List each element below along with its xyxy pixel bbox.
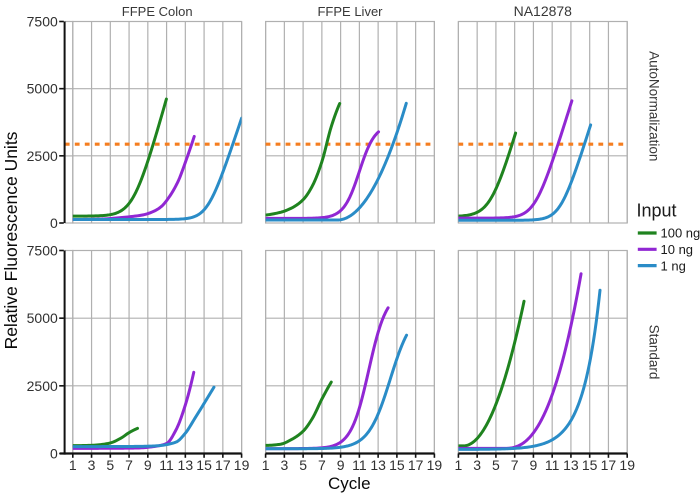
svg-text:1: 1 bbox=[262, 457, 270, 473]
svg-text:1: 1 bbox=[69, 457, 77, 473]
svg-text:3: 3 bbox=[473, 457, 481, 473]
svg-text:17: 17 bbox=[601, 457, 617, 473]
svg-text:11: 11 bbox=[545, 457, 560, 473]
svg-text:19: 19 bbox=[234, 457, 250, 473]
svg-text:15: 15 bbox=[582, 457, 598, 473]
svg-text:5: 5 bbox=[299, 457, 307, 473]
svg-text:13: 13 bbox=[563, 457, 579, 473]
svg-text:5000: 5000 bbox=[27, 81, 58, 97]
svg-text:15: 15 bbox=[196, 457, 212, 473]
svg-text:FFPE Colon: FFPE Colon bbox=[122, 4, 193, 19]
svg-text:1 ng: 1 ng bbox=[661, 258, 686, 273]
svg-text:AutoNormalization: AutoNormalization bbox=[647, 51, 662, 161]
svg-text:13: 13 bbox=[178, 457, 194, 473]
svg-text:19: 19 bbox=[427, 457, 443, 473]
svg-text:9: 9 bbox=[337, 457, 345, 473]
svg-text:7: 7 bbox=[125, 457, 133, 473]
svg-text:10 ng: 10 ng bbox=[661, 242, 694, 257]
svg-text:7: 7 bbox=[511, 457, 519, 473]
svg-text:2500: 2500 bbox=[27, 148, 58, 164]
svg-text:1: 1 bbox=[455, 457, 463, 473]
svg-text:17: 17 bbox=[408, 457, 424, 473]
svg-text:5: 5 bbox=[106, 457, 114, 473]
svg-text:0: 0 bbox=[50, 215, 58, 231]
svg-text:Input: Input bbox=[637, 201, 677, 221]
svg-text:Cycle: Cycle bbox=[328, 474, 371, 493]
svg-text:0: 0 bbox=[50, 446, 58, 462]
svg-text:11: 11 bbox=[352, 457, 367, 473]
svg-text:19: 19 bbox=[619, 457, 635, 473]
svg-text:7500: 7500 bbox=[27, 243, 58, 259]
svg-text:9: 9 bbox=[144, 457, 152, 473]
svg-text:7500: 7500 bbox=[27, 14, 58, 30]
svg-text:3: 3 bbox=[88, 457, 96, 473]
svg-text:Standard: Standard bbox=[647, 325, 662, 380]
svg-text:7: 7 bbox=[318, 457, 326, 473]
svg-text:11: 11 bbox=[159, 457, 174, 473]
svg-text:100 ng: 100 ng bbox=[661, 226, 700, 241]
svg-text:FFPE Liver: FFPE Liver bbox=[317, 4, 383, 19]
svg-text:Relative Fluorescence Units: Relative Fluorescence Units bbox=[1, 131, 21, 349]
svg-text:5000: 5000 bbox=[27, 310, 58, 326]
svg-text:17: 17 bbox=[215, 457, 231, 473]
svg-text:9: 9 bbox=[530, 457, 538, 473]
svg-text:2500: 2500 bbox=[27, 378, 58, 394]
svg-text:3: 3 bbox=[280, 457, 288, 473]
svg-text:13: 13 bbox=[370, 457, 386, 473]
svg-text:5: 5 bbox=[492, 457, 500, 473]
svg-text:NA12878: NA12878 bbox=[514, 3, 573, 19]
svg-text:15: 15 bbox=[389, 457, 405, 473]
